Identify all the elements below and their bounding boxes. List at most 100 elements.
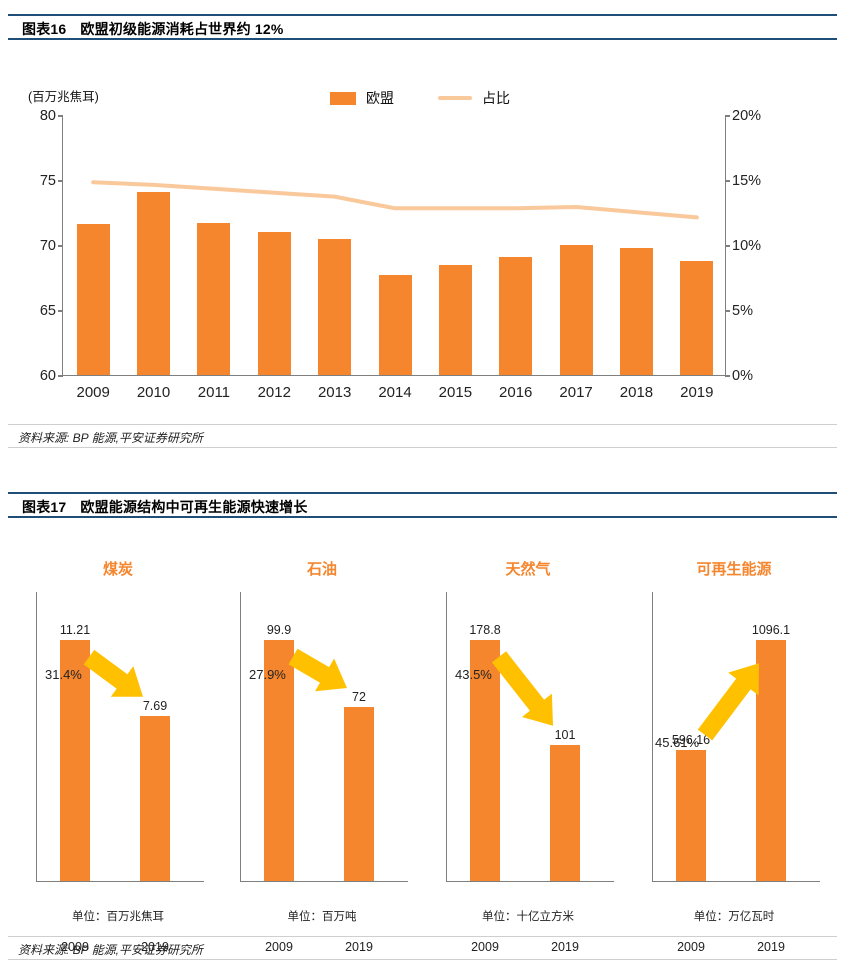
figure17-value-label: 99.9 <box>266 622 292 637</box>
figure17-value-label: 178.8 <box>469 622 501 637</box>
figure17-title-bar: 图表17 欧盟能源结构中可再生能源快速增长 <box>8 492 837 518</box>
figure17-group-plot: 99.9 2009 72 2019 27.9% <box>240 592 408 954</box>
figure16-tickmark-right <box>725 180 730 182</box>
figure16-ytick-left: 60 <box>39 368 56 384</box>
figure17-change-arrow <box>491 651 553 726</box>
legend-label-share: 占比 <box>482 90 510 106</box>
figure17-value-label: 7.69 <box>142 698 168 713</box>
figure17-group-unit: 单位：百万吨 <box>287 911 357 923</box>
figure17-value-label: 72 <box>352 690 366 704</box>
figure16-bar <box>257 232 291 375</box>
figure16-xtick-label: 2013 <box>317 384 352 401</box>
figure17-xtick-label: 2019 <box>345 940 373 954</box>
figure17-xtick-label: 2009 <box>471 940 499 954</box>
figure17-group-unit: 单位：万亿瓦时 <box>693 911 775 923</box>
legend-bar-swatch <box>330 91 356 105</box>
figure17-group-plot: 596.16 2009 1096.1 2019 45.61% <box>652 592 820 954</box>
figure16-ytick-left: 65 <box>39 303 56 319</box>
figure16-bar <box>318 238 352 375</box>
figure17-change-label: 43.5% <box>455 666 492 682</box>
figure17-group: 石油 99.9 2009 72 2019 27.9% 单位：百万吨 <box>222 540 422 954</box>
figure17-bar <box>550 744 580 881</box>
figure16-xtick-label: 2015 <box>438 384 473 401</box>
figure17-group: 煤炭 11.21 2009 7.69 2019 31.4% 单位：百万兆焦耳 <box>18 540 218 954</box>
figure17-change-label: 27.9% <box>249 666 286 682</box>
figure17-bar <box>470 639 500 881</box>
figure16-tickmark-left <box>58 245 63 247</box>
figure16-ytick-right: 0% <box>732 368 753 384</box>
figure16-ytick-right: 5% <box>732 303 753 319</box>
figure16-ytick-left: 80 <box>39 108 56 124</box>
figure16-xtick-label: 2018 <box>619 384 654 401</box>
figure16-tickmark-right <box>725 115 730 117</box>
figure16-bar <box>76 224 110 375</box>
figure17-group-title: 煤炭 <box>102 561 133 578</box>
legend-line-swatch <box>438 96 472 100</box>
figure16-bar <box>197 222 231 375</box>
figure17-xtick-label: 2009 <box>61 940 89 954</box>
figure16-tickmark-left <box>58 310 63 312</box>
figure16-bar <box>619 247 653 375</box>
figure16-xtick-label: 2010 <box>136 384 171 401</box>
figure17-value-label: 1096.1 <box>751 623 791 638</box>
figure17-change-arrow <box>697 663 759 741</box>
figure17-value-label: 596.16 <box>671 733 711 748</box>
figure17-group-plot: 178.8 2009 101 2019 43.5% <box>446 592 614 954</box>
figure17-change-label: 45.61% <box>655 735 700 751</box>
figure16-number: 图表16 <box>22 21 67 37</box>
figure16-legend: 欧盟 占比 <box>330 88 510 108</box>
figure17-group-unit: 单位：百万兆焦耳 <box>72 911 164 923</box>
figure16-tickmark-left <box>58 180 63 182</box>
figure17-source: 资料来源: BP 能源,平安证券研究所 <box>18 943 203 957</box>
figure16-xtick-label: 2009 <box>76 384 110 401</box>
figure16-xtick-label: 2016 <box>499 384 533 401</box>
figure17-chart: 煤炭 11.21 2009 7.69 2019 31.4% 单位：百万兆焦耳 石油 99.9 20… <box>0 540 845 954</box>
figure16-tickmark-right <box>725 310 730 312</box>
figure17-change-arrow <box>83 649 143 697</box>
figure16-source-bar: 资料来源: BP 能源,平安证券研究所 <box>8 424 837 448</box>
figure17-group-plot: 11.21 2009 7.69 2019 31.4% <box>36 592 204 954</box>
figure16-xtick-label: 2019 <box>680 384 714 401</box>
figure17-group: 可再生能源 596.16 2009 1096.1 2019 45.61% 单位：万亿瓦时 <box>634 540 834 954</box>
figure17-bar <box>60 640 90 881</box>
figure16-chart: (百万兆焦耳) 欧盟 占比 60 65 70 75 80 0% 5% 10% 15% 20% 200… <box>0 60 845 420</box>
figure17-group-unit: 单位：十亿立方米 <box>482 911 574 923</box>
figure17-xtick-label: 2009 <box>265 940 293 954</box>
legend-label-eu: 欧盟 <box>366 90 394 106</box>
figure17-bar <box>756 640 786 881</box>
figure17-title: 图表17 欧盟能源结构中可再生能源快速增长 <box>22 497 308 517</box>
figure16-source: 资料来源: BP 能源,平安证券研究所 <box>18 431 203 445</box>
figure16-ytick-left: 75 <box>39 173 56 189</box>
figure16-title: 图表16 欧盟初级能源消耗占世界约 12% <box>22 19 283 39</box>
figure17-group-title: 石油 <box>306 561 337 578</box>
figure16-bar <box>378 274 412 375</box>
figure17-change-label: 31.4% <box>45 667 82 683</box>
figure16-ytick-right: 10% <box>732 238 762 254</box>
figure17-xtick-label: 2019 <box>757 940 785 954</box>
figure16-bar <box>559 245 593 375</box>
figure17-value-label: 11.21 <box>59 623 91 638</box>
figure17-xtick-label: 2019 <box>551 940 579 954</box>
figure16-tickmark-right <box>725 245 730 247</box>
figure16-bar <box>438 264 472 375</box>
figure16-unit-label: (百万兆焦耳) <box>28 90 99 104</box>
figure16-xtick-label: 2017 <box>559 384 593 401</box>
figure16-xtick-label: 2012 <box>257 384 291 401</box>
figure17-bar <box>344 707 374 881</box>
figure16-bar <box>680 260 714 375</box>
figure16-bar <box>137 191 171 375</box>
figure17-xtick-label: 2019 <box>141 940 169 954</box>
figure16-xtick-label: 2011 <box>197 384 231 401</box>
figure17-bar <box>264 639 294 881</box>
figure16-xtick-label: 2014 <box>378 384 412 401</box>
figure16-title-text: 欧盟初级能源消耗占世界约 12% <box>80 21 284 37</box>
figure16-tickmark-left <box>58 375 63 377</box>
figure16-tickmark-left <box>58 115 63 117</box>
figure17-group-title: 可再生能源 <box>696 561 772 578</box>
figure16-ytick-right: 15% <box>732 173 762 189</box>
figure16-plot-area: 60 65 70 75 80 0% 5% 10% 15% 20% 2009 2010 2011 2012 2… <box>40 108 761 401</box>
figure16-tickmark-right <box>725 375 730 377</box>
figure16-ytick-left: 70 <box>39 238 56 254</box>
figure17-group: 天然气 178.8 2009 101 2019 43.5% 单位：十亿立方米 <box>428 540 628 954</box>
figure16-bar <box>499 256 533 375</box>
